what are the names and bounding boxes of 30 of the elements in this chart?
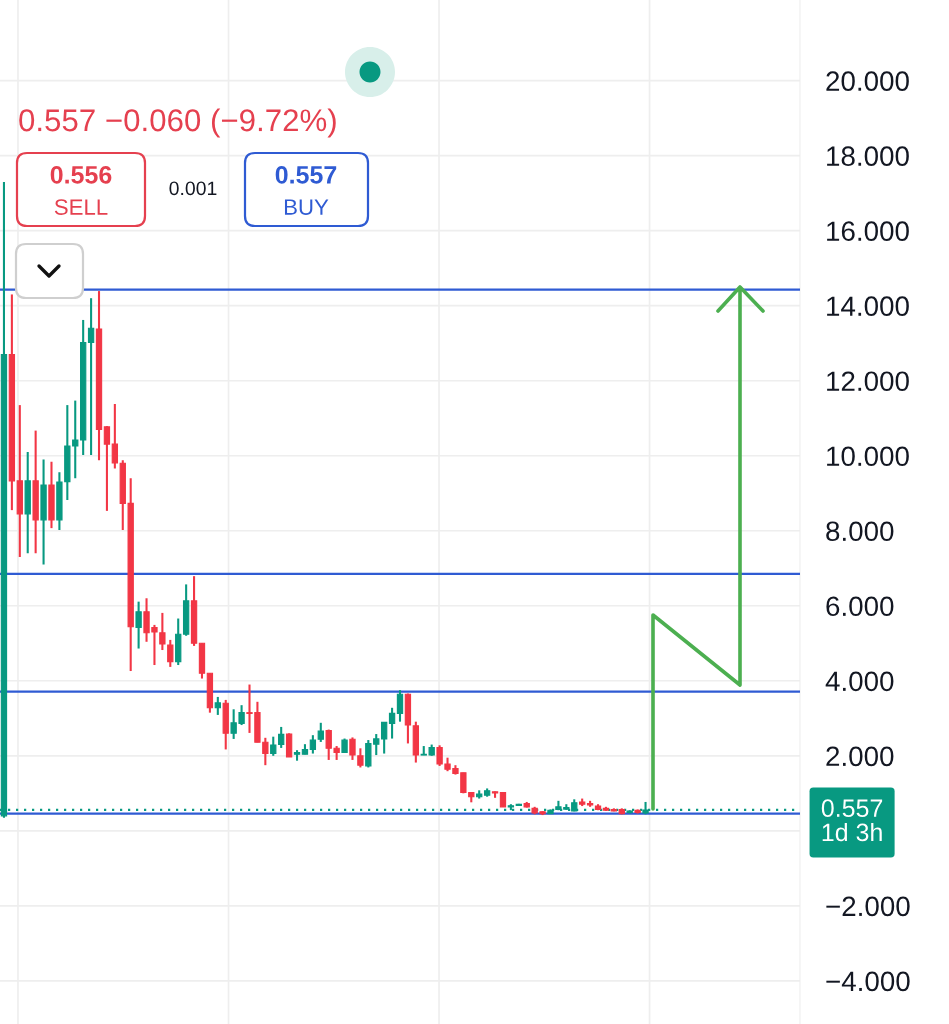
- candlestick: [388, 706, 396, 740]
- candlestick: [103, 425, 111, 512]
- candlestick: [111, 402, 119, 470]
- candlestick: [396, 689, 404, 723]
- annotation: SELL: [54, 199, 108, 215]
- y-tick-label: 12.000: [827, 371, 909, 392]
- candlestick: [214, 695, 221, 716]
- y-tick-label: −4.000: [826, 971, 910, 992]
- y-tick-label: 14.000: [827, 296, 909, 317]
- annotation: 0.557: [275, 166, 337, 184]
- candlestick: [167, 638, 174, 668]
- candlestick: [285, 732, 293, 758]
- y-tick-label: 16.000: [827, 221, 909, 242]
- annotation: 0.001: [169, 181, 217, 196]
- y-tick-label: 4.000: [825, 671, 894, 692]
- y-tick-label: 8.000: [826, 521, 894, 542]
- y-tick-label: 18.000: [827, 146, 909, 166]
- y-tick-label: 10.000: [827, 446, 909, 467]
- candlestick: [87, 297, 95, 457]
- y-tick-label: 6.000: [826, 596, 894, 617]
- y-tick-label: 20.000: [826, 71, 909, 91]
- candlestick: [135, 600, 142, 650]
- candlestick: [317, 721, 324, 743]
- y-tick-label: −2.000: [826, 896, 910, 917]
- annotation: 0.557 −0.060 (−9.72%): [19, 108, 336, 138]
- ref-line-label: 0.557 1d 3h: [821, 799, 883, 842]
- candlestick: [309, 734, 317, 755]
- annotation: BUY: [284, 199, 329, 215]
- annotation: 0.556: [50, 166, 112, 184]
- y-tick-label: 2.000: [826, 746, 894, 767]
